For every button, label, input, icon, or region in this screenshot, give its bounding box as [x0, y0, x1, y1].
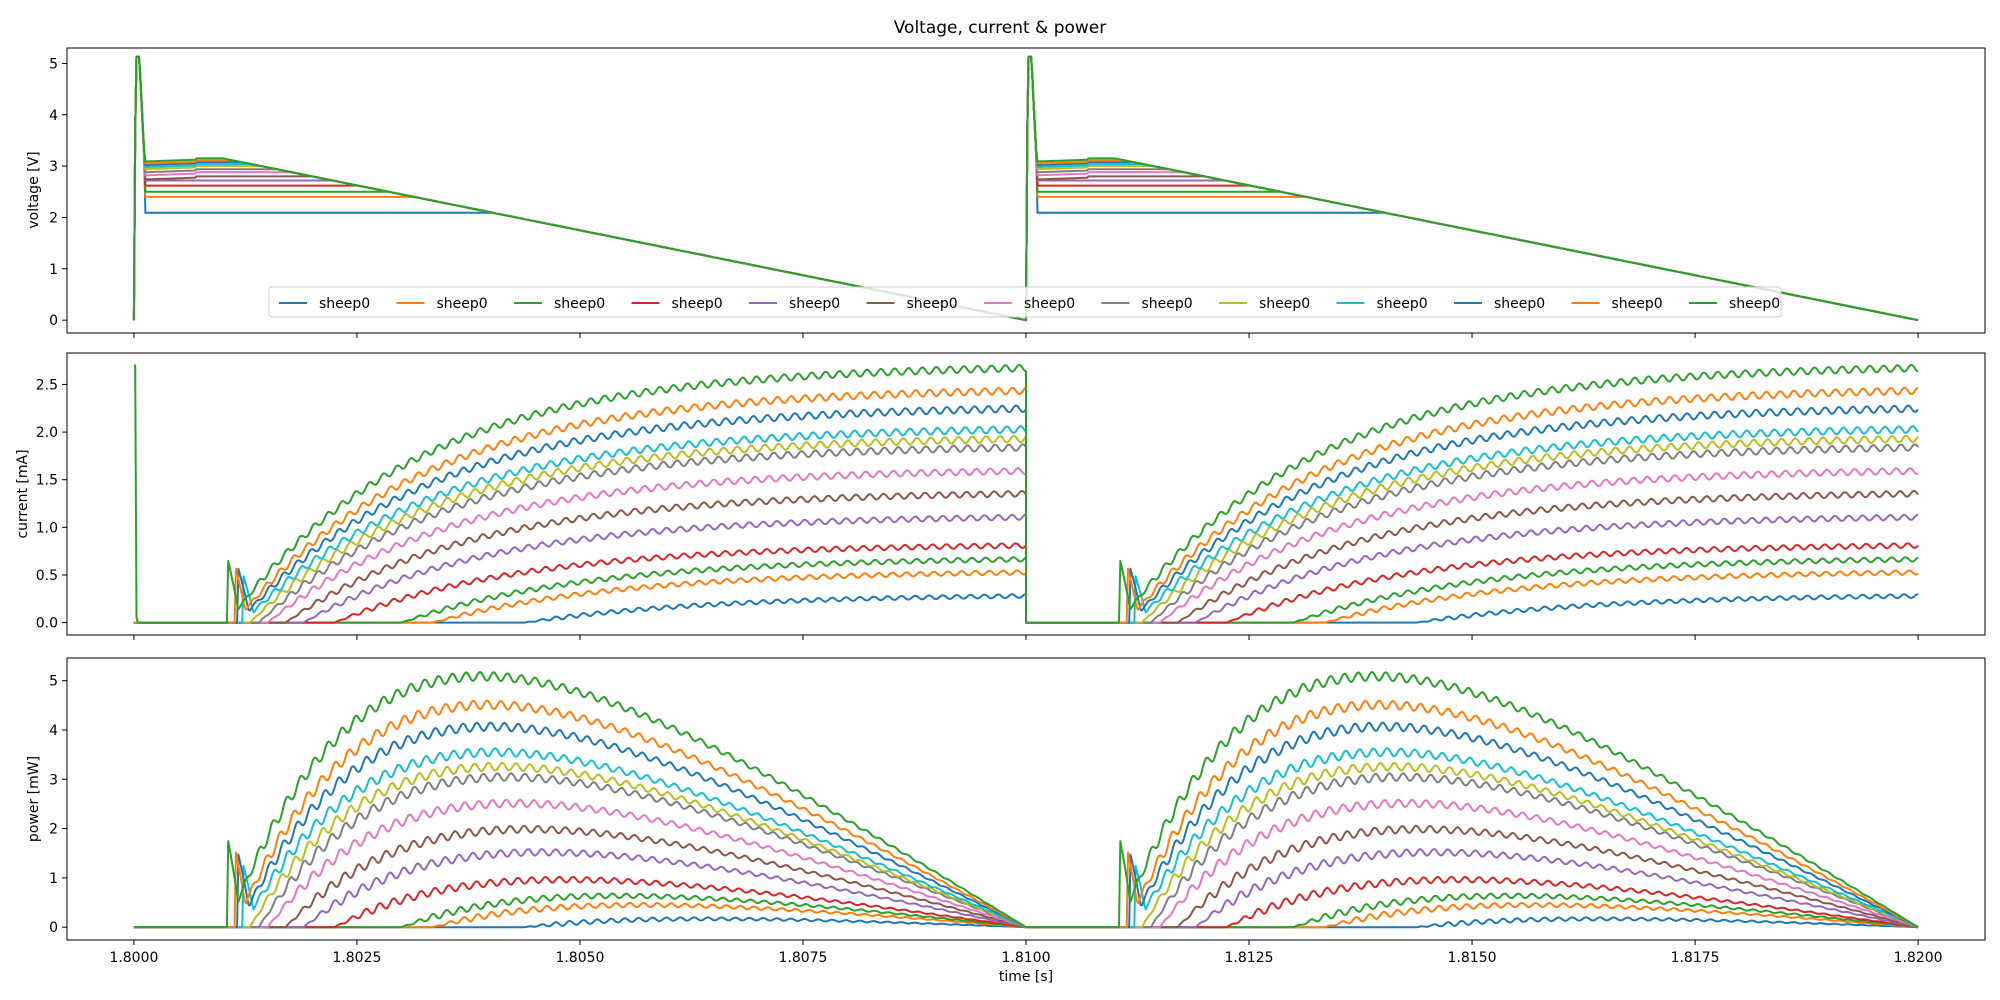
power-y-ticks: 0 1 2 3 4 5 [49, 674, 67, 936]
y-tick-label: 1.5 [36, 473, 58, 489]
series-line [132, 55, 1919, 322]
x-tick-label: 1.8175 [1671, 950, 1720, 966]
x-tick-label: 1.8075 [778, 950, 827, 966]
series-line [133, 363, 1919, 624]
legend-label: sheep0 [437, 296, 488, 312]
series-line [133, 892, 1919, 929]
power-y-axis-label: power [mW] [26, 756, 42, 842]
x-tick-label: 1.8200 [1894, 950, 1943, 966]
x-axis-label: time [s] [999, 969, 1053, 985]
y-tick-label: 5 [49, 674, 58, 690]
legend-label: sheep0 [1024, 296, 1075, 312]
x-tick-label: 1.8000 [109, 950, 158, 966]
figure-title: Voltage, current & power [894, 18, 1107, 38]
current-y-axis-label: current [mA] [15, 449, 31, 538]
current-y-ticks: 0.0 0.5 1.0 1.5 2.0 2.5 [36, 377, 67, 632]
y-tick-label: 1 [49, 871, 58, 887]
series-line [133, 901, 1919, 929]
y-tick-label: 2 [49, 210, 58, 226]
y-tick-label: 3 [49, 772, 58, 788]
legend-label: sheep0 [672, 296, 723, 312]
y-tick-label: 4 [49, 108, 58, 124]
voltage-x-ticks [133, 333, 1919, 338]
legend-label: sheep0 [1612, 296, 1663, 312]
legend-label: sheep0 [789, 296, 840, 312]
legend-label: sheep0 [1142, 296, 1193, 312]
voltage-y-ticks: 0 1 2 3 4 5 [49, 56, 67, 329]
y-tick-label: 3 [49, 159, 58, 175]
series-line [133, 848, 1919, 929]
legend-label: sheep0 [1494, 296, 1545, 312]
x-tick-label: 1.8025 [332, 950, 381, 966]
series-line [133, 916, 1919, 929]
y-tick-label: 2 [49, 822, 58, 838]
current-panel: 0.0 0.5 1.0 1.5 2.0 2.5 current [mA] [15, 352, 1986, 640]
x-tick-label: 1.8150 [1448, 950, 1497, 966]
legend-label: sheep0 [319, 296, 370, 312]
y-tick-label: 5 [49, 56, 58, 72]
power-x-ticks: 1.8000 1.8025 1.8050 1.8075 1.8100 1.8125 1.81… [109, 940, 1943, 966]
current-lines [133, 363, 1919, 624]
y-tick-label: 2.5 [36, 377, 58, 393]
power-lines [133, 671, 1919, 929]
y-tick-label: 0.0 [36, 616, 58, 632]
legend-label: sheep0 [1729, 296, 1780, 312]
y-tick-label: 1.0 [36, 520, 58, 536]
x-tick-label: 1.8100 [1002, 950, 1051, 966]
voltage-lines [132, 55, 1919, 322]
y-tick-label: 0.5 [36, 568, 58, 584]
x-tick-label: 1.8050 [555, 950, 604, 966]
legend-label: sheep0 [1259, 296, 1310, 312]
legend-label: sheep0 [907, 296, 958, 312]
y-tick-label: 0 [49, 920, 58, 936]
y-tick-label: 2.0 [36, 425, 58, 441]
voltage-y-axis-label: voltage [V] [26, 151, 42, 228]
legend-label: sheep0 [1377, 296, 1428, 312]
series-line [133, 747, 1919, 929]
legend-label: sheep0 [554, 296, 605, 312]
x-tick-label: 1.8125 [1225, 950, 1274, 966]
legend-frame [268, 286, 1782, 318]
current-x-ticks [133, 635, 1919, 640]
y-tick-label: 0 [49, 313, 58, 329]
voltage-legend: sheep0 sheep0 sheep0 sheep0 sheep0 sheep0 shee… [268, 286, 1782, 318]
series-line [133, 671, 1919, 929]
y-tick-label: 4 [49, 723, 58, 739]
y-tick-label: 1 [49, 262, 58, 278]
